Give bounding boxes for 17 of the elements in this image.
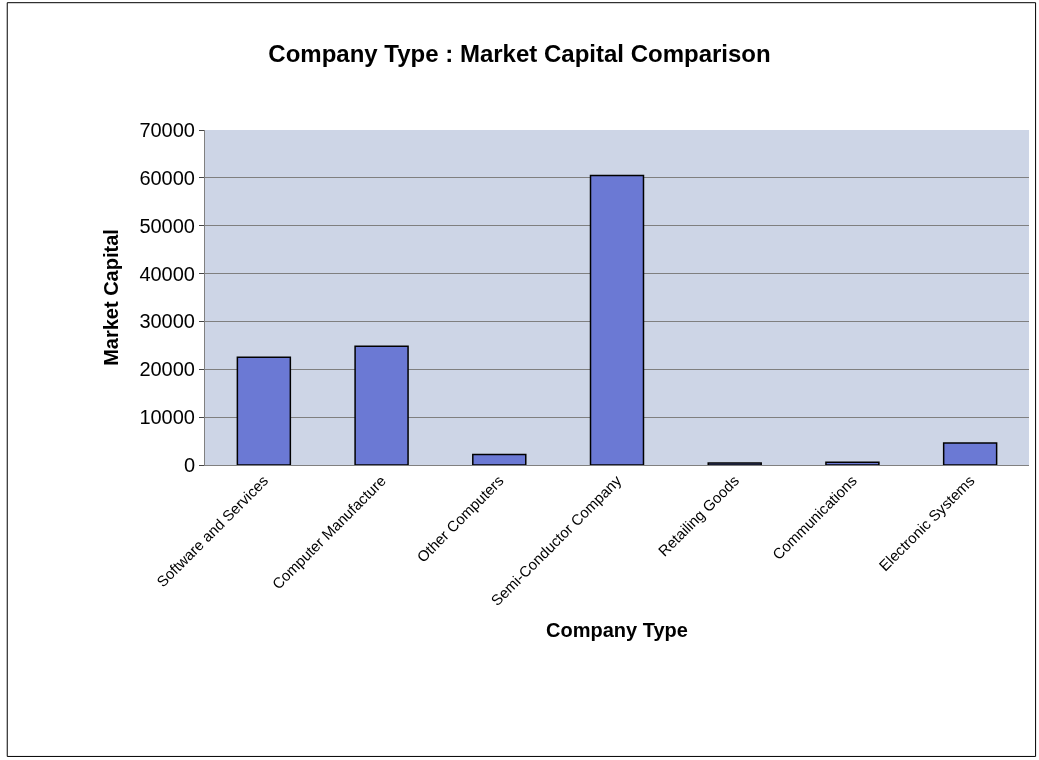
y-tick-label: 40000 xyxy=(139,262,195,285)
x-axis-title: Company Type xyxy=(546,619,688,642)
bar xyxy=(472,453,527,465)
y-tick-label: 0 xyxy=(183,454,195,476)
bar xyxy=(589,174,645,465)
chart-title: Company Type : Market Capital Comparison xyxy=(268,40,771,68)
y-tick-label: 10000 xyxy=(139,406,195,429)
y-tick-label: 50000 xyxy=(139,214,195,237)
y-tick-label: 30000 xyxy=(139,310,195,333)
bar xyxy=(825,461,880,465)
bar xyxy=(354,345,409,465)
bar xyxy=(942,442,998,465)
bar xyxy=(236,356,292,465)
y-tick-label: 60000 xyxy=(139,166,195,189)
y-tick-label: 70000 xyxy=(139,119,195,141)
y-tick-label: 20000 xyxy=(139,358,195,381)
y-axis-title: Market Capital xyxy=(99,229,122,366)
